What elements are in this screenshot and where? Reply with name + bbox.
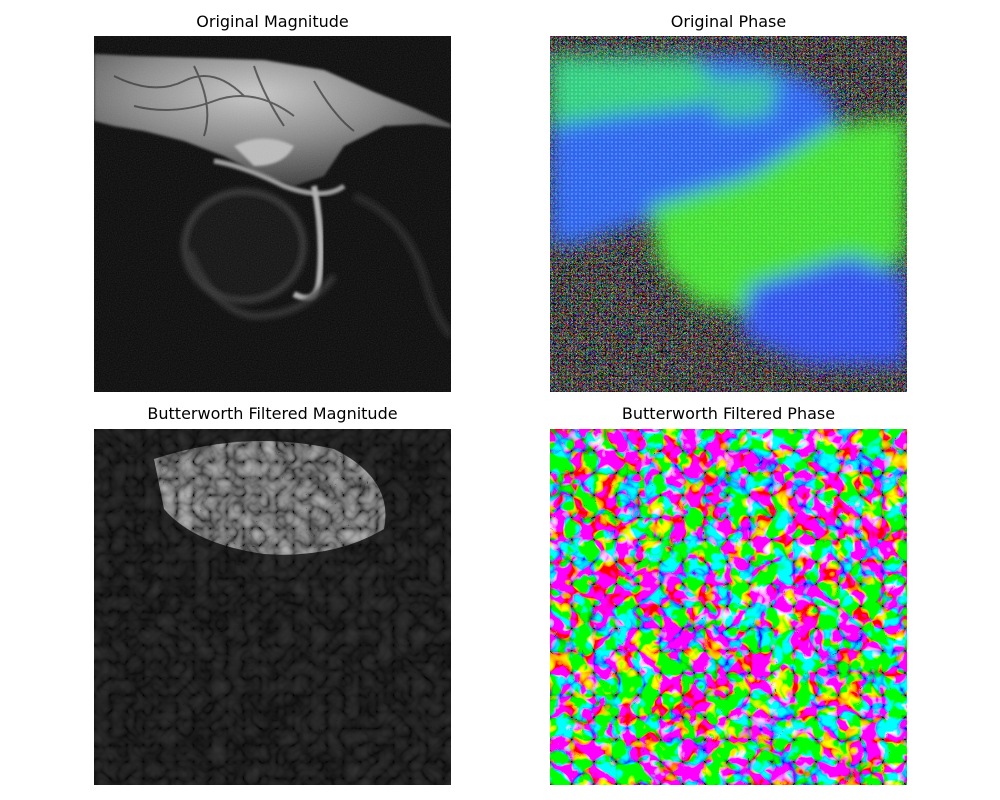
filtered-magnitude-image (94, 429, 451, 785)
phase-svg (550, 36, 907, 392)
filtered-magnitude-svg (94, 429, 451, 785)
panel-filtered-magnitude: Butterworth Filtered Magnitude (94, 392, 451, 785)
panel-title: Original Phase (670, 12, 787, 31)
original-magnitude-image (94, 36, 451, 392)
panel-filtered-phase: Butterworth Filtered Phase (550, 392, 907, 785)
panel-title: Butterworth Filtered Phase (621, 404, 836, 423)
panel-original-phase: Original Phase (550, 0, 907, 392)
panel-title: Original Magnitude (196, 12, 349, 31)
magnitude-svg (94, 36, 451, 392)
panel-title: Butterworth Filtered Magnitude (147, 404, 398, 423)
filtered-phase-image (550, 429, 907, 785)
panel-original-magnitude: Original Magnitude (94, 0, 451, 392)
original-phase-image (550, 36, 907, 392)
filtered-phase-svg (550, 429, 907, 785)
